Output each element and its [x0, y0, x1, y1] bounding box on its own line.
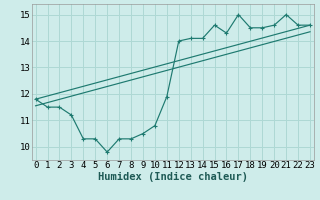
X-axis label: Humidex (Indice chaleur): Humidex (Indice chaleur): [98, 172, 248, 182]
